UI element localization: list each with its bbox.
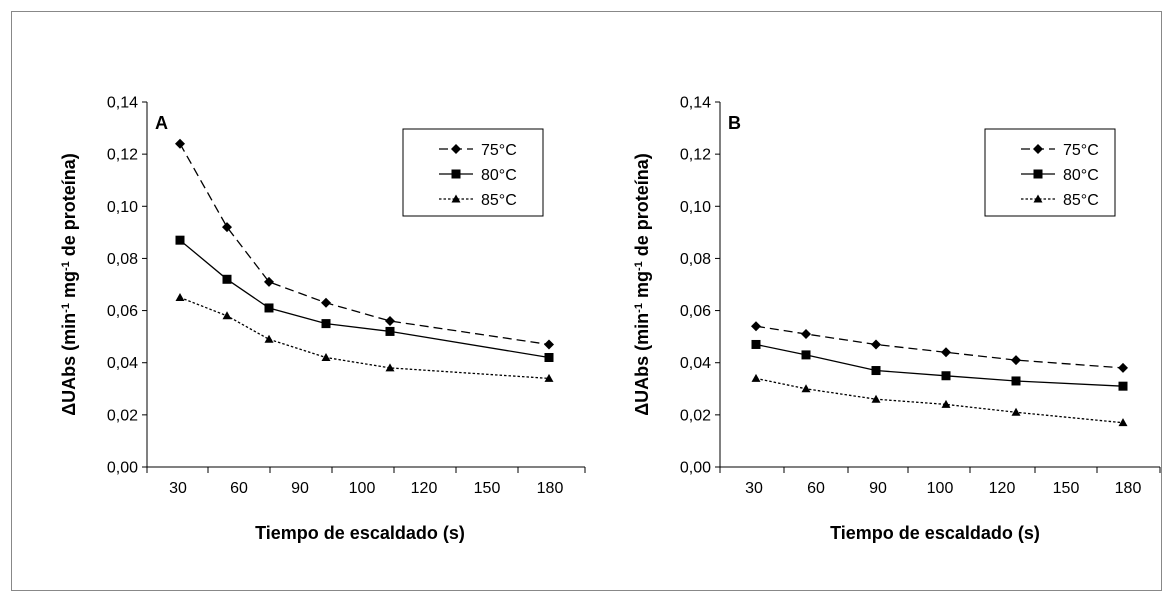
- panel-a-panel-label: A: [155, 113, 168, 133]
- panel-b-y-tick-label: 0,10: [680, 199, 711, 216]
- panel-b-data-point: [751, 339, 761, 349]
- panel-b-x-tick-label: 90: [869, 480, 887, 497]
- panel-a-data-point: [544, 339, 554, 350]
- panel-a-legend-marker-2: [451, 169, 461, 179]
- panel-b-legend-label-3: 85°C: [1063, 192, 1099, 209]
- figure-frame: [11, 11, 1162, 591]
- panel-a-y-tick-label: 0,10: [107, 199, 138, 216]
- panel-b-y-tick-label: 0,04: [680, 355, 711, 372]
- panel-b-data-point: [1118, 418, 1128, 427]
- panel-a-data-point: [544, 373, 554, 382]
- panel-a-y-tick-label: 0,06: [107, 303, 138, 320]
- panel-a-legend-marker-3: [451, 194, 461, 203]
- panel-b-x-tick-label: 150: [1053, 480, 1080, 497]
- panel-b-data-point: [1011, 407, 1021, 416]
- panel-a-data-point: [222, 222, 232, 233]
- panel-b-y-tick-label: 0,14: [680, 95, 711, 112]
- panel-a-series-line-2: [179, 239, 550, 359]
- panel-a-y-tick-label: 0,02: [107, 407, 138, 424]
- panel-a-y-tick-label: 0,00: [107, 460, 138, 477]
- panel-b-x-tick-label: 100: [927, 480, 954, 497]
- panel-b-y-tick-label: 0,12: [680, 147, 711, 164]
- panel-b-data-point: [1011, 376, 1021, 386]
- panel-b-x-tick-label: 120: [989, 480, 1016, 497]
- panel-b-data-point: [941, 347, 951, 358]
- panel-b-y-tick-label: 0,08: [680, 251, 711, 268]
- panel-a-legend: [402, 128, 544, 217]
- panel-b-data-point: [801, 384, 811, 393]
- panel-a-data-point: [321, 319, 331, 329]
- panel-a-y-tick-label: 0,14: [107, 95, 138, 112]
- panel-b-data-point: [751, 321, 761, 332]
- panel-b-series-line-2: [755, 343, 1124, 387]
- panel-b-y-tick-label: 0,06: [680, 303, 711, 320]
- panel-a-data-point: [222, 311, 232, 320]
- panel-b-panel-label: B: [728, 113, 741, 133]
- panel-b-y-tick-label: 0,02: [680, 407, 711, 424]
- panel-b-legend-label-2: 80°C: [1063, 167, 1099, 184]
- panel-a-series-line-3: [179, 296, 550, 380]
- panel-b-data-point: [751, 373, 761, 382]
- panel-b-series-line-3: [755, 377, 1124, 424]
- panel-a-data-point: [175, 235, 185, 245]
- panel-b-data-point: [871, 339, 881, 350]
- panel-a-x-tick-label: 30: [169, 480, 187, 497]
- panel-a-x-tick-label: 180: [537, 480, 564, 497]
- panel-a-x-tick-label: 150: [474, 480, 501, 497]
- panel-b-data-point: [941, 371, 951, 381]
- panel-a-x-tick-label: 100: [349, 480, 376, 497]
- panel-b-data-point: [1118, 362, 1128, 373]
- panel-a-legend-label-3: 85°C: [481, 192, 517, 209]
- panel-b-data-point: [801, 329, 811, 340]
- panel-b-data-point: [871, 366, 881, 376]
- chart-panel-a: 0,00 0,02 0,04 0,06 0,08 0,10 0,12 0,14 30 60 90 10…: [59, 95, 586, 543]
- panel-b-y-axis-title: ΔUAbs (min-1 mg-1 de proteína): [632, 153, 652, 416]
- panel-a-y-tick-label: 0,04: [107, 355, 138, 372]
- panel-a-y-axis-title: ΔUAbs (min-1 mg-1 de proteína): [59, 153, 79, 416]
- panel-b-x-axis-title: Tiempo de escaldado (s): [830, 523, 1040, 543]
- panel-b-x-tick-label: 60: [807, 480, 825, 497]
- panel-a-data-point: [321, 297, 331, 308]
- panel-b-data-point: [871, 394, 881, 403]
- panel-a-x-tick-label: 120: [411, 480, 438, 497]
- panel-a-data-point: [264, 276, 274, 287]
- panel-a-legend-label-1: 75°C: [481, 142, 517, 159]
- panel-a-data-point: [321, 353, 331, 361]
- panel-b-data-point: [1118, 381, 1128, 391]
- panel-a-data-point: [385, 326, 395, 336]
- panel-a-data-point: [385, 363, 395, 372]
- panel-b-y-tick-label: 0,00: [680, 460, 711, 477]
- panel-a-data-point: [175, 138, 185, 149]
- panel-a-data-point: [222, 274, 232, 284]
- panel-b-legend-marker-2: [1033, 169, 1043, 179]
- panel-b-data-point: [801, 350, 811, 360]
- panel-b-x-tick-label: 180: [1115, 480, 1142, 497]
- panel-a-x-tick-label: 60: [230, 480, 248, 497]
- panel-a-data-point: [264, 334, 274, 343]
- panel-a-legend-label-2: 80°C: [481, 167, 517, 184]
- panel-a-data-point: [175, 293, 185, 302]
- panel-b-x-tick-label: 30: [745, 480, 763, 497]
- panel-a-y-tick-label: 0,12: [107, 147, 138, 164]
- panel-b-series-line-1: [755, 325, 1124, 369]
- panel-b-data-point: [1011, 355, 1021, 366]
- panel-a-data-point: [264, 303, 274, 313]
- panel-b-legend-label-1: 75°C: [1063, 142, 1099, 159]
- panel-b-legend-marker-1: [1033, 144, 1043, 154]
- panel-b-legend-marker-3: [1033, 194, 1043, 203]
- panel-a-data-point: [385, 316, 395, 326]
- panel-b-legend: [984, 128, 1116, 217]
- panel-a-data-point: [544, 353, 554, 362]
- panel-b-data-point: [941, 399, 951, 408]
- panel-a-x-axis-title: Tiempo de escaldado (s): [255, 523, 465, 543]
- panel-a-y-tick-label: 0,08: [107, 251, 138, 268]
- panel-a-legend-marker-1: [451, 144, 461, 154]
- panel-a-x-tick-label: 90: [291, 480, 309, 497]
